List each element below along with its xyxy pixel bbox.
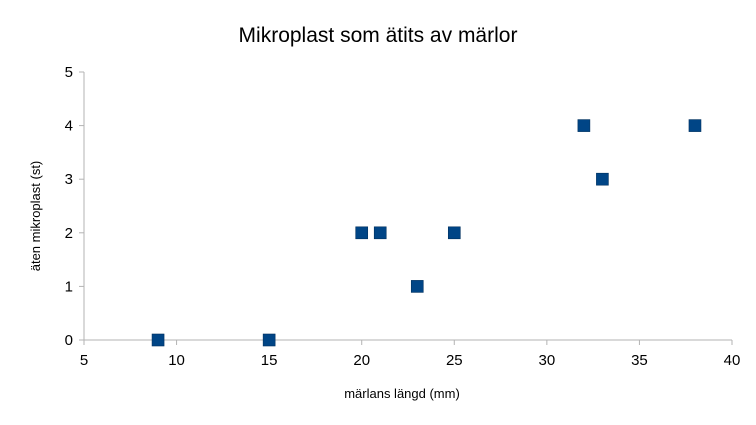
data-point (596, 172, 609, 186)
y-tick-label: 3 (65, 171, 73, 188)
y-tick-label: 5 (65, 64, 73, 81)
y-tick-label: 0 (65, 332, 73, 349)
x-tick-label: 40 (724, 352, 741, 369)
tick-labels: 0 1 2 3 4 5 5 10 15 20 25 30 35 40 (65, 64, 741, 369)
x-tick-label: 30 (539, 352, 556, 369)
y-tick-label: 1 (65, 278, 73, 295)
data-point (577, 119, 591, 132)
data-point (151, 333, 165, 347)
x-tick-label: 25 (446, 352, 463, 369)
axes (79, 71, 733, 345)
x-tick-label: 5 (80, 352, 88, 369)
x-tick-label: 20 (353, 352, 370, 369)
x-tick-label: 10 (168, 352, 185, 369)
data-points (151, 119, 702, 347)
y-axis-title: äten mikroplast (st) (28, 161, 43, 272)
chart-title: Mikroplast som ätits av märlor (239, 24, 518, 47)
y-tick-label: 4 (65, 118, 73, 135)
data-point (447, 226, 461, 240)
x-tick-label: 15 (261, 352, 278, 369)
data-point (688, 119, 702, 132)
data-point (262, 333, 276, 347)
y-tick-label: 2 (65, 225, 73, 242)
data-point (373, 226, 387, 240)
x-axis-title: märlans längd (mm) (344, 386, 460, 401)
data-point (355, 226, 369, 240)
x-tick-label: 35 (631, 352, 648, 369)
data-point (410, 280, 424, 293)
